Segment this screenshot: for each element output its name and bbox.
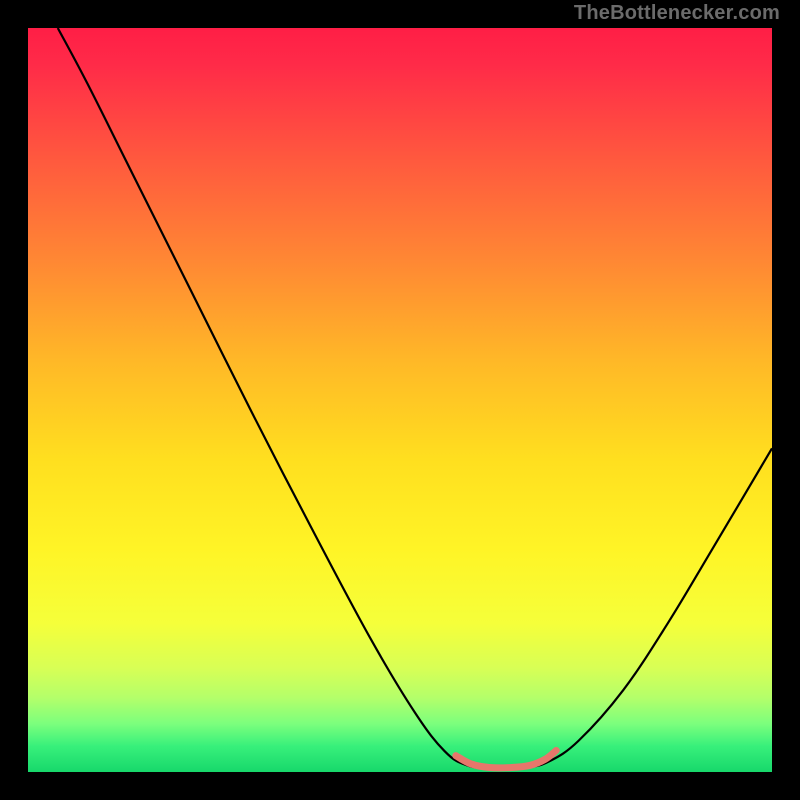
chart-plot-area	[28, 28, 772, 772]
chart-curve-layer	[28, 28, 772, 772]
bottleneck-curve	[58, 28, 772, 769]
chart-frame: TheBottlenecker.com	[0, 0, 800, 800]
watermark-text: TheBottlenecker.com	[574, 2, 780, 25]
